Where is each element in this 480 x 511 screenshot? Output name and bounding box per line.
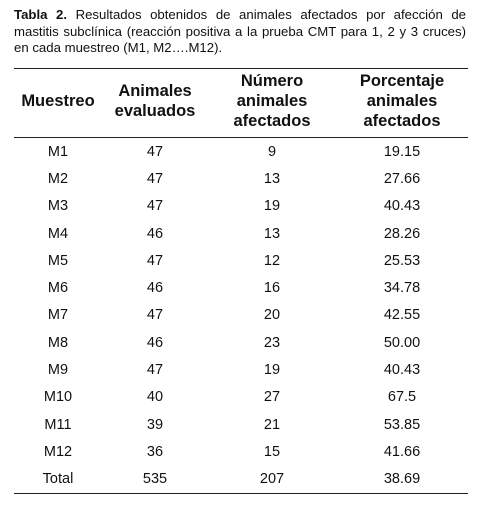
table: Muestreo Animales evaluados Número animale… (14, 68, 468, 494)
table-cell: 12 (263, 252, 281, 269)
table-cell: 40.43 (383, 362, 421, 379)
table-cell: 46 (146, 225, 164, 242)
table-cell: 27 (263, 389, 281, 406)
table-cell: M6 (47, 280, 69, 297)
table-cell: M8 (47, 334, 69, 351)
table-cell: 41.66 (383, 443, 421, 460)
table-cell: M10 (43, 389, 73, 406)
table-cell: M4 (47, 225, 69, 242)
table-cell: 27.66 (383, 170, 421, 187)
table-cell: 40 (146, 389, 164, 406)
table-cell: 535 (102, 465, 208, 494)
table-cell: 36 (146, 443, 164, 460)
table-cell: M2 (47, 170, 69, 187)
table-cell: 13 (263, 225, 281, 242)
table-cell: 53.85 (383, 416, 421, 433)
caption: Tabla 2. Resultados obtenidos de animale… (14, 7, 466, 57)
column-header: Número animales afectados (208, 68, 336, 138)
table-cell: 20 (263, 307, 281, 324)
table-row: M9 47 19 40.43 (14, 356, 468, 383)
column-header: Muestreo (14, 68, 102, 138)
table-row: M12 36 15 41.66 (14, 438, 468, 465)
table-row: M1 47 9 19.15 (14, 138, 468, 166)
table-cell: M7 (47, 307, 69, 324)
caption-label: Tabla 2. (14, 7, 68, 22)
table-cell: 25.53 (383, 252, 421, 269)
table-row: M8 46 23 50.00 (14, 329, 468, 356)
header-row: Muestreo Animales evaluados Número animale… (14, 68, 468, 138)
table-cell: 13 (263, 170, 281, 187)
table-row: Total 535 207 38.69 (14, 465, 468, 494)
table-cell: 21 (263, 416, 281, 433)
table-row: M6 46 16 34.78 (14, 274, 468, 301)
table-cell: M3 (47, 198, 69, 215)
table-cell: 19 (263, 198, 281, 215)
table-cell: 16 (263, 280, 281, 297)
table-cell: 47 (146, 170, 164, 187)
table-cell: Total (14, 465, 102, 494)
table-cell: 40.43 (383, 198, 421, 215)
table-cell: M12 (43, 443, 73, 460)
table-cell: 23 (263, 334, 281, 351)
table-cell: 19.15 (383, 143, 421, 160)
table-cell: 47 (146, 198, 164, 215)
table-cell: 47 (146, 143, 164, 160)
table-cell: 47 (146, 362, 164, 379)
table-row: M11 39 21 53.85 (14, 411, 468, 438)
table-cell: 67.5 (387, 389, 417, 406)
column-header: Animales evaluados (102, 68, 208, 138)
table-cell: 15 (263, 443, 281, 460)
table-cell: 50.00 (383, 334, 421, 351)
caption-text: Resultados obtenidos de animales afectad… (14, 7, 466, 55)
table-cell: 39 (146, 416, 164, 433)
table-cell: M11 (44, 416, 72, 433)
table-cell: M1 (47, 143, 69, 160)
table-row: M5 47 12 25.53 (14, 247, 468, 274)
table-cell: 46 (146, 334, 164, 351)
table-cell: M9 (47, 362, 69, 379)
table-cell: 46 (146, 280, 164, 297)
table-cell: 42.55 (383, 307, 421, 324)
table-row: M7 47 20 42.55 (14, 302, 468, 329)
table-body: M1 47 9 19.15 M2 47 13 27.66 M3 47 19 40.43 M4 46 13 28… (14, 138, 468, 494)
table-row: M10 40 27 67.5 (14, 384, 468, 411)
table-cell: 38.69 (336, 465, 468, 494)
table-cell: 34.78 (383, 280, 421, 297)
table-row: M2 47 13 27.66 (14, 165, 468, 192)
table-cell: 19 (263, 362, 281, 379)
table-cell: 9 (267, 143, 277, 160)
table-cell: 207 (208, 465, 336, 494)
column-header: Porcentaje animales afectados (336, 68, 468, 138)
table-row: M3 47 19 40.43 (14, 193, 468, 220)
table-row: M4 46 13 28.26 (14, 220, 468, 247)
table-cell: M5 (47, 252, 69, 269)
table-cell: 47 (146, 307, 164, 324)
table-cell: 28.26 (383, 225, 421, 242)
table-cell: 47 (146, 252, 164, 269)
